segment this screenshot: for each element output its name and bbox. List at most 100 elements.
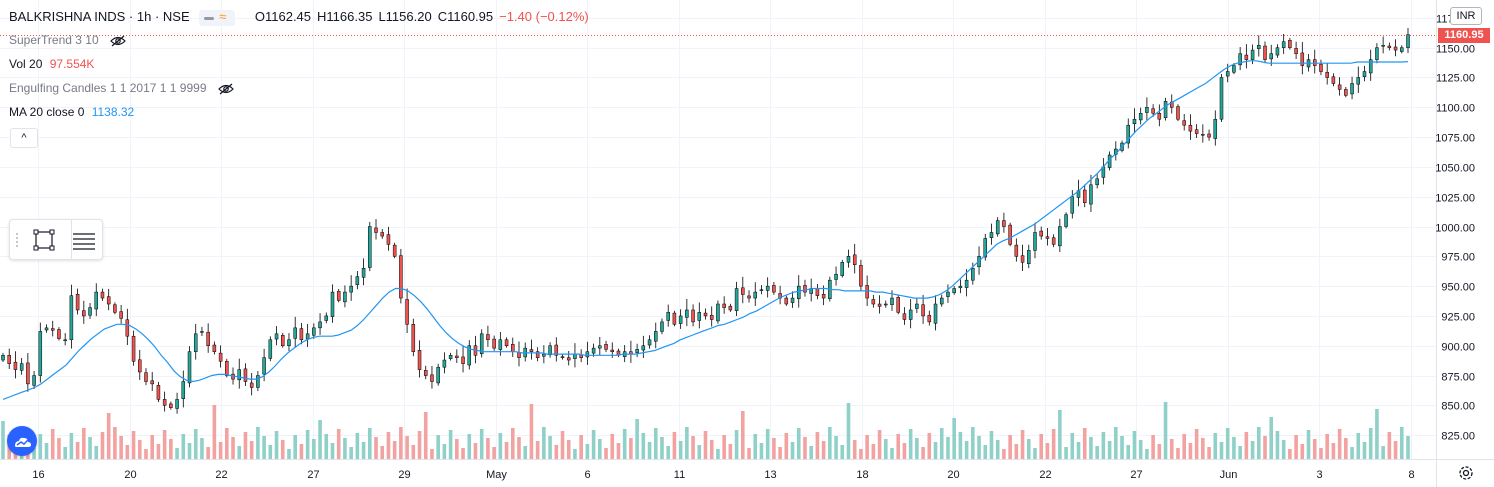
supertrend-label[interactable]: SuperTrend 3 10 [9,33,99,47]
volume-bar [753,434,758,459]
volume-bar [150,435,155,459]
candle-body [156,385,161,400]
candle-body [330,291,335,317]
time-axis-labels[interactable]: 16 20 22 27 29 May 6 11 13 18 20 22 27 Jun 3 8 [32,469,1414,481]
candle-body [355,276,360,285]
volume-bar [722,435,726,459]
eye-crossed-icon[interactable] [217,83,234,95]
rectangle-tool-icon[interactable] [30,226,58,254]
x-tick-label: 27 [1130,469,1142,481]
volume-bar [952,418,956,459]
volume-bar [647,442,652,459]
eye-crossed-icon[interactable] [110,35,126,47]
volume-bar [517,437,521,459]
candle-body [399,255,403,299]
volume-bar [1319,448,1323,459]
candle-body [604,344,608,350]
candle-body [1188,124,1193,132]
candle-body [13,361,18,370]
volume-bar [417,431,422,459]
chart-mode-badge[interactable]: ≈ [199,9,236,26]
x-tick-label: 18 [856,469,868,481]
drag-handle-icon[interactable] [15,232,19,248]
volume-label[interactable]: Vol 20 [9,57,43,71]
candle-body [995,220,1000,235]
candle-body [511,344,515,352]
candle-body [741,287,745,295]
volume-bar [1076,442,1081,459]
candle-body [69,295,74,341]
candle-body [952,288,956,294]
candle-body [1132,118,1137,125]
volume-bar [38,434,43,459]
volume-bar [473,443,478,459]
volume-bar [1163,402,1168,459]
candle-body [1250,49,1255,60]
price-axis-labels[interactable]: 825.00 850.00 875.00 900.00 925.00 950.00 975.… [1435,14,1475,443]
volume-bar [113,427,117,459]
symbol-label[interactable]: BALKRISHNA INDS · 1h · NSE [9,9,190,24]
currency-badge[interactable]: INR [1450,7,1482,25]
legend-supertrend[interactable]: SuperTrend 3 10 [9,32,126,48]
ma-label[interactable]: MA 20 close 0 [9,105,85,119]
volume-bar [796,428,801,459]
legend-volume[interactable]: Vol 20 97.554K [9,56,94,72]
volume-bar [1051,429,1056,459]
volume-bar [1089,437,1093,459]
volume-bar [299,444,304,459]
engulfing-label[interactable]: Engulfing Candles 1 1 2017 1 1 9999 [9,81,207,95]
volume-bar [840,445,845,459]
candle-body [318,321,322,329]
candle-body [1213,118,1218,139]
volume-bar [1300,444,1305,459]
collapse-legend-button[interactable]: ^ [10,128,38,148]
legend-engulfing[interactable]: Engulfing Candles 1 1 2017 1 1 9999 [9,80,234,96]
candle-body [1269,53,1273,60]
candle-body [529,349,534,352]
settings-lines-icon[interactable] [70,226,98,254]
x-tick-label: 20 [124,469,136,481]
volume-bar [1238,446,1242,459]
volume-bar [908,429,913,459]
candle-body [498,339,503,350]
cloud-icon [15,437,31,447]
candle-body [50,328,55,331]
candle-body [927,314,932,323]
gear-icon[interactable] [1456,463,1476,483]
volume-bar [691,436,695,459]
legend-ma[interactable]: MA 20 close 0 1138.32 [9,104,134,120]
candle-body [1288,40,1292,48]
volume-bar [1120,436,1124,459]
volume-bar [1151,435,1155,459]
candle-body [1400,47,1404,52]
candle-body [423,370,428,376]
volume-bar [486,438,490,459]
candle-body [1319,63,1323,72]
volume-bar [492,447,496,459]
candle-body [915,303,919,309]
volume-bar [262,436,266,459]
candle-body [1300,52,1305,66]
candle-body [1381,45,1385,47]
candle-body [1225,71,1230,77]
volume-bar [716,449,720,459]
volume-bar [697,445,702,459]
candle-body [119,311,123,319]
candle-body [877,303,882,307]
tradingview-logo-icon[interactable] [7,426,37,456]
candle-body [1281,41,1286,48]
candlesticks [1,27,1410,414]
volume-bar [1244,432,1249,459]
volume-bar [1194,429,1199,459]
x-tick-label: 20 [947,469,959,481]
drawing-toolbar[interactable] [9,219,103,260]
candle-body [747,295,751,299]
candle-body [100,291,105,299]
candle-body [1207,133,1211,138]
candle-body [1058,226,1062,247]
candle-body [1194,129,1199,134]
volume-bar [573,449,577,459]
candle-body [697,312,702,321]
candle-body [1325,71,1329,78]
